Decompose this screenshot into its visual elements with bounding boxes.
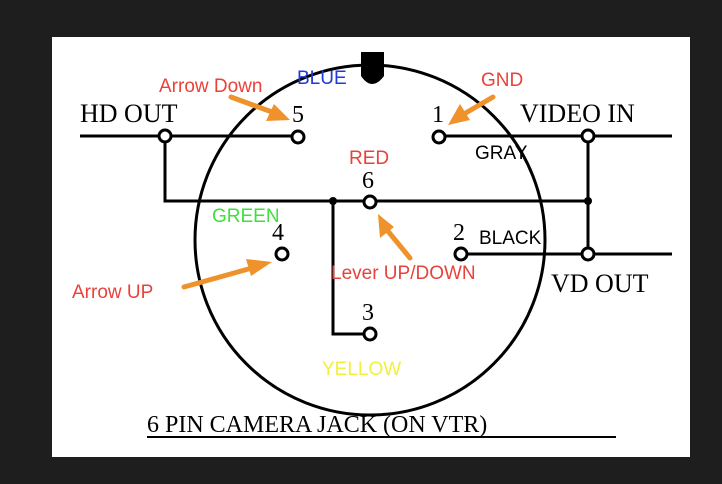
arrow-icon [181,265,255,290]
arrow-icon [448,104,470,125]
wire-label-red: RED [349,148,389,169]
pin-3-number: 3 [362,300,374,326]
diagram-title: 6 PIN CAMERA JACK (ON VTR) [147,412,487,438]
wire-label-gray: GRAY [475,143,528,164]
wire-label-black: BLACK [479,228,542,249]
pin-1-number: 1 [432,102,444,128]
wiring [80,134,672,336]
pin-4-number: 4 [272,220,284,246]
annotation-lever: Lever UP/DOWN [331,263,476,284]
pin-1 [431,129,447,145]
pin-3 [362,326,378,342]
hd-out-label: HD OUT [80,99,178,128]
video-in-label: VIDEO IN [520,99,635,128]
arrow-icon [228,94,275,115]
pin-2-number: 2 [453,220,465,246]
annotation-arrows [181,94,496,290]
pin-6 [362,194,378,210]
vd-out-ring [580,246,596,262]
hd-out-ring [157,128,173,144]
wire-label-yellow: YELLOW [322,359,401,380]
arrow-icon [378,214,394,238]
junction-dot [584,197,592,205]
arrow-icon [461,94,496,117]
key-notch [361,52,384,84]
pin-2 [453,246,469,262]
wire-label-green: GREEN [212,206,280,227]
arrow-icon [246,259,272,276]
wire-label-blue: BLUE [297,68,347,89]
pin-4 [274,246,290,262]
annotation-arrow-up: Arrow UP [72,282,153,303]
arrow-icon [266,104,290,121]
pin-5 [290,129,306,145]
annotation-gnd: GND [481,70,523,91]
vd-out-label: VD OUT [551,269,649,298]
video-in-ring [580,128,596,144]
junction-dot [329,197,337,205]
annotation-arrow-down: Arrow Down [159,76,262,97]
pin-5-number: 5 [292,102,304,128]
arrow-icon [384,227,413,261]
pin-6-number: 6 [362,168,374,194]
diagram-panel [52,37,690,457]
